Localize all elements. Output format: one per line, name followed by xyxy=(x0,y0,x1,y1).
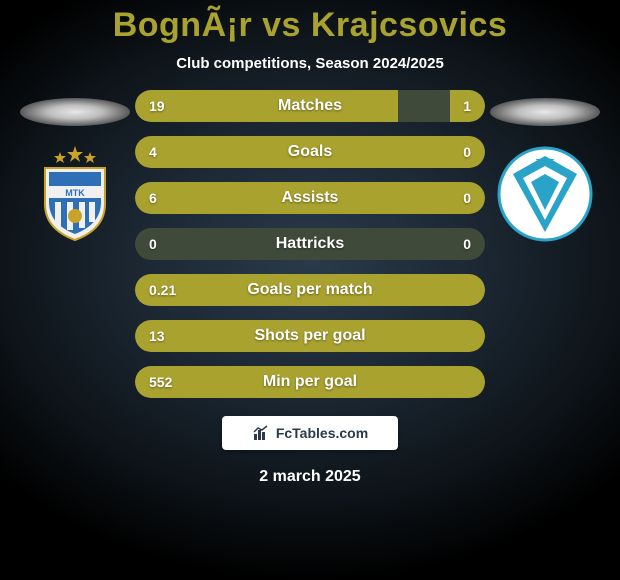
stat-label: Matches xyxy=(135,97,485,115)
right-crest-text: ZTE xyxy=(536,158,555,169)
page-subtitle: Club competitions, Season 2024/2025 xyxy=(176,55,444,72)
stat-label: Hattricks xyxy=(135,235,485,253)
stat-label: Goals xyxy=(135,143,485,161)
stat-row: 0.21Goals per match xyxy=(135,274,485,306)
zte-crest-icon: ZTE xyxy=(495,144,595,244)
stat-row: 00Hattricks xyxy=(135,228,485,260)
page-title: BognÃ¡r vs Krajcsovics xyxy=(113,6,508,45)
content-wrapper: BognÃ¡r vs Krajcsovics Club competitions… xyxy=(0,0,620,580)
stat-label: Min per goal xyxy=(135,373,485,391)
fctables-logo-icon xyxy=(252,424,270,442)
main-row: MTK 191Matches 40Goals 60Assists 00Hattrick… xyxy=(0,90,620,398)
date-text: 2 march 2025 xyxy=(259,468,360,486)
left-crest-text: MTK xyxy=(65,188,85,198)
stat-row: 552Min per goal xyxy=(135,366,485,398)
footer-brand-badge: FcTables.com xyxy=(222,416,398,450)
left-shadow-ellipse xyxy=(20,98,130,126)
stat-row: 13Shots per goal xyxy=(135,320,485,352)
stat-row: 60Assists xyxy=(135,182,485,214)
right-shadow-ellipse xyxy=(490,98,600,126)
right-team-crest: ZTE xyxy=(495,144,595,244)
left-team-crest: MTK xyxy=(25,144,125,244)
stats-bars: 191Matches 40Goals 60Assists 00Hattricks 0.2… xyxy=(135,90,485,398)
stat-label: Goals per match xyxy=(135,281,485,299)
stat-label: Shots per goal xyxy=(135,327,485,345)
right-side: ZTE xyxy=(485,90,605,244)
stat-label: Assists xyxy=(135,189,485,207)
stat-row: 40Goals xyxy=(135,136,485,168)
left-side: MTK xyxy=(15,90,135,244)
mtk-crest-icon: MTK xyxy=(25,144,125,244)
footer-brand-text: FcTables.com xyxy=(276,425,368,441)
stat-row: 191Matches xyxy=(135,90,485,122)
